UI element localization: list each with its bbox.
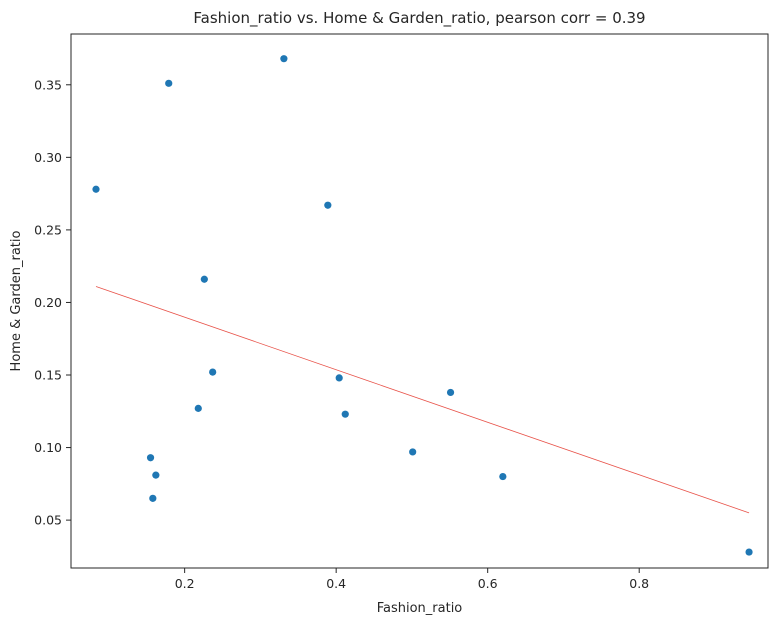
y-axis-label: Home & Garden_ratio [9,231,24,372]
points-group [92,55,753,556]
data-point [165,79,173,87]
y-tick-label: 0.35 [34,77,62,92]
data-point [324,201,332,209]
data-point [341,410,349,418]
x-tick-label: 0.8 [629,576,649,591]
data-point [149,494,157,502]
data-point [200,275,208,283]
y-tick-label: 0.10 [34,440,62,455]
trendline-group [95,286,750,514]
data-point [146,454,155,462]
data-point [745,548,753,556]
y-tick-label: 0.15 [34,368,62,383]
x-tick-label: 0.6 [478,576,498,591]
trendline [95,286,750,514]
x-tick-label: 0.4 [326,576,346,591]
data-point [209,368,217,376]
axis-ticks: 0.2 0.4 0.6 0.8 0.05 0.10 0.15 0.20 0.25 0.30 0.35 [34,77,649,591]
data-point [499,472,507,481]
x-tick-label: 0.2 [175,576,195,591]
data-point [409,448,417,456]
data-point [152,471,160,479]
y-tick-label: 0.05 [34,513,62,528]
y-tick-label: 0.25 [34,222,62,237]
y-tick-label: 0.20 [34,295,62,310]
data-point [280,55,288,63]
y-tick-label: 0.30 [34,150,62,165]
data-point [194,404,202,412]
plot-frame [70,33,769,569]
data-point [92,185,100,193]
x-axis-label: Fashion_ratio [377,601,463,616]
data-point [446,388,455,397]
chart-title: Fashion_ratio vs. Home & Garden_ratio, p… [193,9,645,28]
data-point [335,374,343,382]
